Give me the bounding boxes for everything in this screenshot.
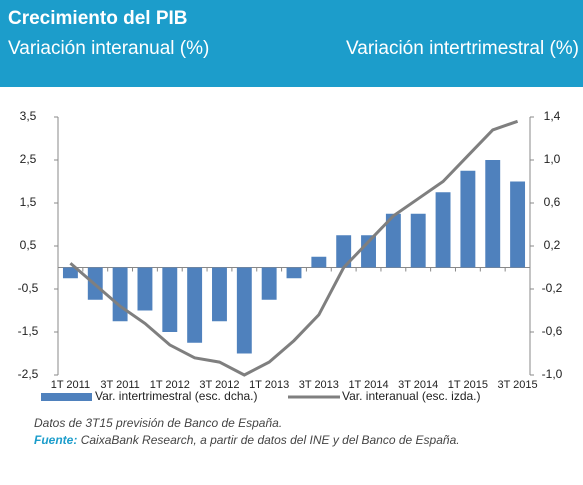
y2-tick-label: 1,0 xyxy=(544,152,561,166)
source-label: Fuente: xyxy=(34,433,78,447)
x-tick-label: 1T 2011 xyxy=(51,379,90,391)
x-tick-label: 3T 2012 xyxy=(199,379,239,391)
y-tick-label: -0,5 xyxy=(18,281,39,295)
y-tick-label: 3,5 xyxy=(20,109,37,123)
x-tick-label: 1T 2013 xyxy=(249,379,289,391)
line xyxy=(69,119,519,377)
source: Fuente: CaixaBank Research, a partir de … xyxy=(34,433,460,447)
bar xyxy=(236,267,252,354)
bar xyxy=(62,267,78,279)
legend-swatch xyxy=(41,393,92,401)
y-tick-label: 0,5 xyxy=(20,238,37,252)
source-text: CaixaBank Research, a partir de datos de… xyxy=(80,433,460,447)
y-tick-label: 1,5 xyxy=(20,195,37,209)
bar xyxy=(435,192,451,268)
subtitle-left: Variación interanual (%) xyxy=(8,38,210,59)
bar xyxy=(336,235,352,268)
subtitle-right: Variación intertrimestral (%) xyxy=(346,38,579,59)
bar xyxy=(510,181,526,268)
bar xyxy=(162,267,178,332)
bar xyxy=(385,213,401,268)
bar xyxy=(112,267,128,322)
x-tick-label: 1T 2012 xyxy=(150,379,190,391)
bar xyxy=(311,256,327,268)
title: Crecimiento del PIB xyxy=(8,8,188,29)
y2-tick-label: -0,6 xyxy=(542,324,563,338)
x-tick-label: 3T 2015 xyxy=(497,379,537,391)
bar xyxy=(187,267,203,343)
y2-tick-label: 1,4 xyxy=(544,109,561,123)
y2-tick-label: -0,2 xyxy=(542,281,563,295)
bar xyxy=(212,267,227,322)
y2-tick-label: 0,2 xyxy=(544,238,561,252)
y-tick-label: -2,5 xyxy=(18,367,39,381)
x-tick-label: 3T 2014 xyxy=(398,379,438,391)
y-tick-label: -1,5 xyxy=(18,324,39,338)
x-tick-label: 1T 2014 xyxy=(348,379,388,391)
bar xyxy=(261,267,277,300)
bar xyxy=(410,213,426,268)
note: Datos de 3T15 previsión de Banco de Espa… xyxy=(34,416,283,430)
legend-label: Var. intertrimestral (esc. dcha.) xyxy=(95,389,258,403)
x-tick-label: 3T 2013 xyxy=(299,379,339,391)
bar xyxy=(137,267,153,311)
bar xyxy=(460,170,476,268)
bar xyxy=(485,160,501,268)
y2-tick-label: -1,0 xyxy=(542,367,563,381)
header: Crecimiento del PIB Variación interanual… xyxy=(0,0,583,87)
legend-label: Var. interanual (esc. izda.) xyxy=(342,389,481,403)
y-tick-label: 2,5 xyxy=(20,152,37,166)
x-tick-label: 3T 2011 xyxy=(100,379,139,391)
x-tick-label: 1T 2015 xyxy=(448,379,488,391)
bar xyxy=(361,235,376,268)
y2-tick-label: 0,6 xyxy=(544,195,561,209)
bar xyxy=(286,267,302,279)
chart: -2,5 -1,5 -0,5 0,5 1,5 2,5 3,5 -1,0 -0,6 -0,2 0,2 0… xyxy=(18,109,563,403)
